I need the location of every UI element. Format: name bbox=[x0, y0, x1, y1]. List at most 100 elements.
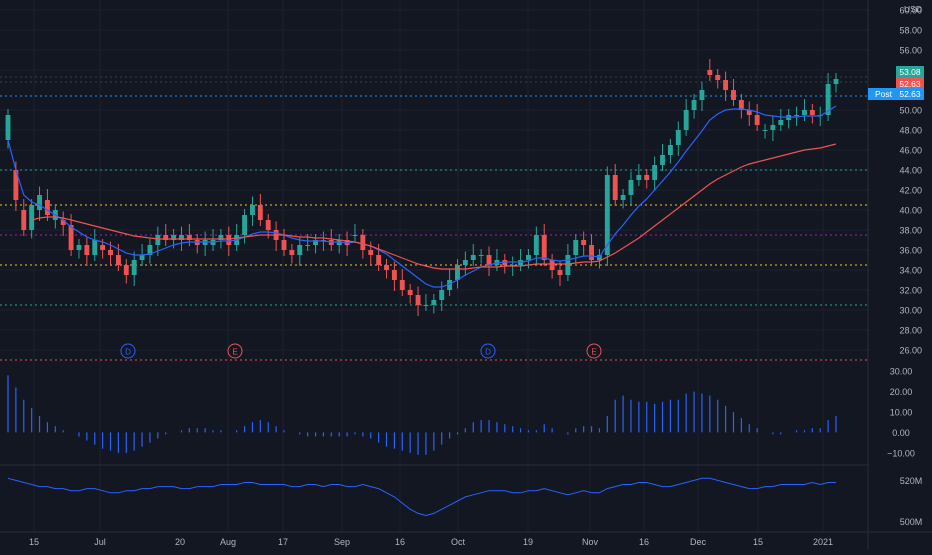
candle[interactable] bbox=[604, 175, 610, 255]
candle[interactable] bbox=[644, 175, 650, 180]
candle[interactable] bbox=[257, 205, 263, 220]
candle[interactable] bbox=[746, 110, 752, 115]
candle[interactable] bbox=[163, 235, 169, 240]
candle[interactable] bbox=[76, 245, 82, 250]
candle[interactable] bbox=[423, 305, 429, 306]
macd-panel[interactable]: 30.00 20.00 10.00 0.00 −10.00 bbox=[0, 367, 915, 466]
candle[interactable] bbox=[667, 145, 673, 155]
candle[interactable] bbox=[360, 235, 366, 250]
candle[interactable] bbox=[108, 250, 113, 255]
dividend-marker[interactable] bbox=[480, 343, 496, 359]
candle[interactable] bbox=[541, 235, 547, 260]
candle[interactable] bbox=[478, 255, 484, 256]
candle[interactable] bbox=[470, 255, 476, 260]
candle[interactable] bbox=[13, 170, 19, 200]
candle[interactable] bbox=[100, 245, 106, 250]
candles[interactable] bbox=[5, 59, 839, 316]
candle[interactable] bbox=[92, 240, 98, 255]
candle[interactable] bbox=[281, 240, 287, 250]
candle[interactable] bbox=[5, 115, 11, 140]
candle[interactable] bbox=[683, 110, 689, 130]
candle[interactable] bbox=[289, 250, 295, 255]
candle[interactable] bbox=[833, 79, 839, 84]
candle[interactable] bbox=[809, 110, 815, 115]
candle[interactable] bbox=[691, 100, 697, 110]
candle[interactable] bbox=[778, 120, 784, 125]
candle[interactable] bbox=[21, 210, 27, 230]
candle[interactable] bbox=[589, 245, 594, 260]
candle[interactable] bbox=[738, 100, 744, 110]
candle[interactable] bbox=[628, 180, 634, 195]
candle[interactable] bbox=[612, 175, 618, 200]
candle[interactable] bbox=[29, 205, 35, 230]
candle[interactable] bbox=[44, 200, 50, 215]
candle[interactable] bbox=[218, 235, 224, 240]
candle[interactable] bbox=[179, 235, 184, 240]
last-price-tag bbox=[896, 66, 924, 78]
earnings-marker[interactable] bbox=[586, 343, 602, 359]
candle[interactable] bbox=[533, 235, 539, 255]
candle[interactable] bbox=[825, 84, 831, 115]
candle[interactable] bbox=[699, 90, 705, 100]
candle[interactable] bbox=[265, 220, 271, 230]
candle[interactable] bbox=[139, 255, 145, 260]
candle[interactable] bbox=[439, 290, 445, 300]
candle[interactable] bbox=[131, 260, 137, 275]
candle[interactable] bbox=[455, 265, 460, 280]
candle[interactable] bbox=[368, 250, 374, 255]
candle[interactable] bbox=[581, 240, 587, 245]
candle[interactable] bbox=[715, 75, 721, 80]
candle[interactable] bbox=[60, 220, 66, 225]
candle[interactable] bbox=[415, 295, 421, 305]
candle[interactable] bbox=[707, 70, 713, 75]
candle[interactable] bbox=[399, 280, 405, 290]
candle[interactable] bbox=[68, 225, 74, 250]
candle[interactable] bbox=[37, 195, 42, 210]
candle[interactable] bbox=[250, 205, 255, 215]
dividend-marker[interactable] bbox=[120, 343, 136, 359]
candle[interactable] bbox=[660, 155, 665, 165]
candle[interactable] bbox=[186, 235, 192, 240]
candle[interactable] bbox=[242, 215, 248, 235]
candle[interactable] bbox=[620, 195, 626, 200]
candle[interactable] bbox=[376, 255, 382, 265]
candle[interactable] bbox=[573, 240, 579, 255]
candle[interactable] bbox=[352, 235, 358, 236]
candle[interactable] bbox=[391, 270, 397, 280]
candle[interactable] bbox=[226, 235, 232, 245]
candle[interactable] bbox=[794, 115, 800, 116]
candle[interactable] bbox=[526, 255, 531, 260]
candle[interactable] bbox=[297, 245, 303, 255]
candle[interactable] bbox=[384, 265, 389, 270]
candle[interactable] bbox=[754, 115, 760, 125]
candle[interactable] bbox=[486, 255, 492, 265]
candle[interactable] bbox=[462, 260, 468, 265]
candle[interactable] bbox=[171, 235, 177, 240]
candle[interactable] bbox=[313, 240, 318, 245]
candle[interactable] bbox=[84, 245, 90, 255]
date-axis[interactable]: 15 Jul 20 Aug 17 Sep 16 Oct 19 Nov 16 Dec 15 2021 bbox=[0, 531, 932, 547]
candle[interactable] bbox=[407, 290, 413, 295]
candle[interactable] bbox=[723, 80, 729, 90]
candle[interactable] bbox=[762, 130, 768, 131]
candle[interactable] bbox=[123, 265, 129, 275]
candle[interactable] bbox=[549, 260, 555, 270]
candle[interactable] bbox=[305, 245, 311, 246]
candle[interactable] bbox=[770, 125, 776, 130]
earnings-marker[interactable] bbox=[227, 343, 243, 359]
candle[interactable] bbox=[636, 175, 642, 180]
candle[interactable] bbox=[652, 165, 658, 180]
candle[interactable] bbox=[802, 110, 807, 115]
candle[interactable] bbox=[155, 235, 161, 245]
candle[interactable] bbox=[115, 255, 121, 265]
candle[interactable] bbox=[431, 300, 437, 305]
candle[interactable] bbox=[675, 130, 681, 145]
candle[interactable] bbox=[731, 90, 736, 100]
candle[interactable] bbox=[565, 255, 571, 275]
candle[interactable] bbox=[557, 270, 563, 275]
candle[interactable] bbox=[147, 245, 153, 255]
candle[interactable] bbox=[447, 280, 453, 290]
